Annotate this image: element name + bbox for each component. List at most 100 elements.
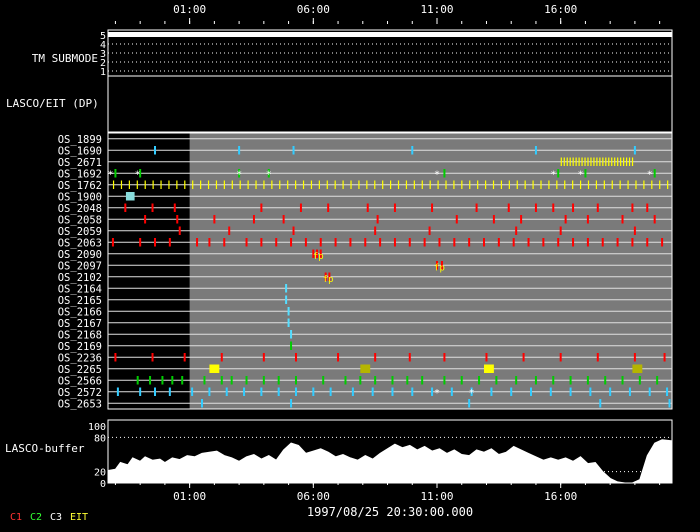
event-mark-band bbox=[614, 157, 616, 166]
top-time-axis: 01:00 06:00 11:00 16:00 bbox=[114, 3, 661, 24]
event-mark-regular bbox=[595, 180, 598, 189]
event-mark bbox=[171, 376, 174, 385]
event-mark-band bbox=[608, 157, 610, 166]
event-mark bbox=[520, 215, 523, 224]
event-mark-regular bbox=[192, 180, 194, 189]
buffer-ytick-label: 100 bbox=[88, 422, 106, 433]
event-mark-regular bbox=[643, 180, 645, 189]
event-mark bbox=[238, 146, 241, 155]
event-mark-regular bbox=[405, 180, 408, 189]
event-mark-band bbox=[625, 157, 628, 166]
submode-value-bar bbox=[108, 32, 672, 37]
event-mark-regular bbox=[326, 180, 328, 189]
event-mark-regular bbox=[120, 180, 123, 189]
event-mark bbox=[267, 169, 270, 178]
event-mark bbox=[327, 203, 330, 212]
event-mark-regular bbox=[358, 180, 360, 189]
event-mark-regular bbox=[334, 180, 336, 189]
event-mark bbox=[460, 376, 463, 385]
event-mark bbox=[260, 238, 263, 247]
event-mark-olive bbox=[360, 364, 371, 373]
row-label: OS_2063 bbox=[58, 237, 102, 249]
event-mark bbox=[260, 387, 263, 396]
event-mark bbox=[485, 353, 488, 362]
row-label: OS_2165 bbox=[58, 295, 102, 307]
event-mark bbox=[483, 238, 485, 247]
event-mark-regular bbox=[603, 180, 605, 189]
event-mark-band bbox=[620, 157, 622, 166]
event-mark bbox=[225, 387, 228, 396]
event-mark bbox=[114, 169, 117, 178]
event-mark bbox=[230, 376, 233, 385]
event-mark bbox=[245, 376, 248, 385]
event-mark bbox=[262, 376, 265, 385]
event-mark-regular bbox=[382, 180, 384, 189]
lasco-buffer-label: LASCO-buffer bbox=[5, 442, 85, 455]
event-mark bbox=[656, 376, 659, 385]
event-mark bbox=[653, 169, 656, 178]
event-mark-band bbox=[593, 157, 595, 166]
fp-marker: fp bbox=[434, 263, 445, 273]
star-marker: * bbox=[107, 169, 113, 180]
submode-level-label: 1 bbox=[100, 67, 106, 78]
event-mark-band bbox=[631, 157, 634, 166]
event-mark bbox=[512, 238, 515, 247]
event-mark bbox=[359, 376, 362, 385]
event-mark-band bbox=[572, 157, 574, 166]
event-mark bbox=[223, 238, 226, 247]
top-tick-label: 01:00 bbox=[173, 3, 206, 16]
event-mark-band bbox=[599, 157, 601, 166]
event-mark bbox=[220, 353, 223, 362]
event-mark bbox=[552, 203, 555, 212]
event-mark bbox=[569, 387, 572, 396]
lasco-eit-label: LASCO/EIT (DP) bbox=[6, 97, 99, 110]
submode-level-label: 4 bbox=[100, 40, 106, 51]
event-mark bbox=[507, 203, 510, 212]
buffer-ytick-label: 80 bbox=[94, 433, 106, 444]
event-mark bbox=[408, 238, 411, 247]
event-mark bbox=[666, 387, 669, 396]
row-label: OS_2059 bbox=[58, 226, 102, 238]
event-mark bbox=[569, 376, 572, 385]
event-mark bbox=[139, 387, 142, 396]
event-mark bbox=[559, 226, 562, 235]
event-mark bbox=[287, 318, 290, 327]
event-mark bbox=[661, 238, 664, 247]
event-mark-regular bbox=[184, 180, 186, 189]
row-label: OS_2048 bbox=[58, 203, 102, 215]
event-mark bbox=[139, 169, 142, 178]
event-mark-regular bbox=[572, 180, 574, 189]
lasco-eit-panel: LASCO/EIT (DP) bbox=[6, 75, 673, 133]
event-mark-regular bbox=[112, 180, 115, 189]
event-mark bbox=[191, 387, 194, 396]
buffer-area bbox=[107, 439, 673, 484]
event-mark bbox=[393, 203, 396, 212]
event-mark bbox=[136, 376, 139, 385]
event-mark bbox=[183, 353, 186, 362]
event-mark bbox=[290, 399, 293, 408]
event-mark bbox=[646, 238, 649, 247]
event-mark bbox=[421, 376, 424, 385]
top-tick-label: 06:00 bbox=[297, 3, 330, 16]
event-mark bbox=[391, 376, 394, 385]
row-label: OS_2653 bbox=[58, 398, 102, 410]
event-mark bbox=[443, 169, 446, 178]
event-mark bbox=[646, 203, 649, 212]
row-label: OS_1692 bbox=[58, 168, 102, 180]
star-marker: * bbox=[550, 169, 556, 180]
star-marker: * bbox=[135, 169, 141, 180]
event-mark bbox=[653, 215, 656, 224]
event-mark-regular bbox=[619, 180, 621, 189]
event-mark bbox=[371, 387, 374, 396]
event-mark bbox=[468, 399, 471, 408]
submode-level-label: 2 bbox=[100, 58, 106, 69]
event-mark bbox=[151, 353, 154, 362]
event-mark bbox=[604, 376, 607, 385]
event-mark bbox=[364, 238, 367, 247]
event-mark-regular bbox=[390, 180, 392, 189]
legend-entry: C3 bbox=[50, 512, 62, 523]
event-mark bbox=[616, 238, 619, 247]
event-mark bbox=[534, 376, 537, 385]
event-mark-regular bbox=[215, 180, 218, 189]
